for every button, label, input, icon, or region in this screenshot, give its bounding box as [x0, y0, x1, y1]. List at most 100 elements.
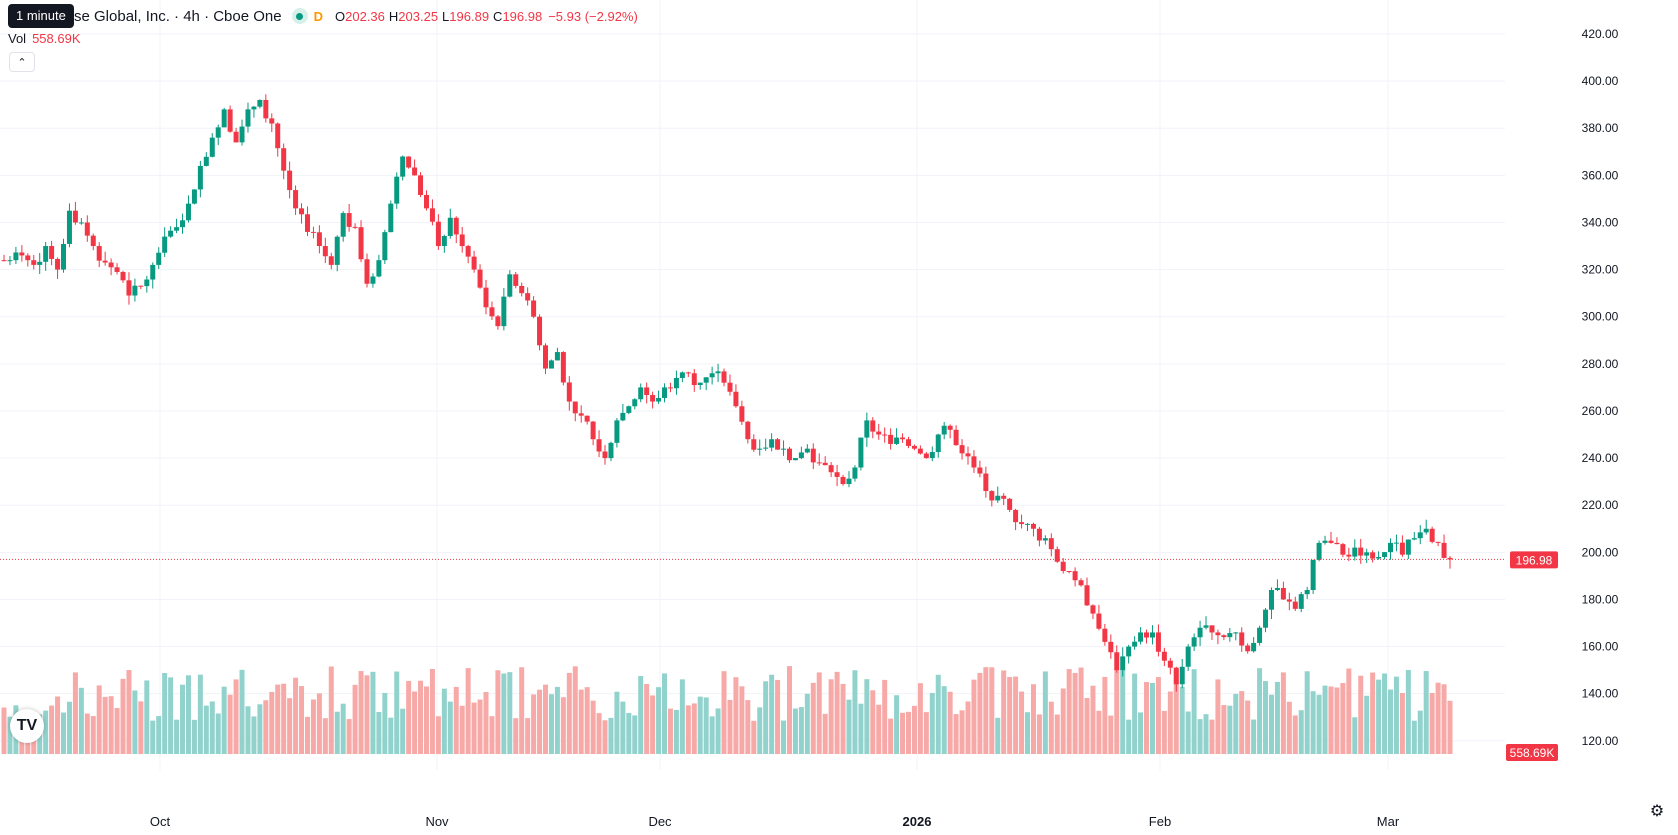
volume-bar [1132, 673, 1138, 754]
candle-body [995, 495, 1001, 501]
candle-body [1036, 528, 1042, 541]
candle-body [1132, 641, 1138, 647]
volume-bar [715, 708, 721, 754]
candle-body [1405, 539, 1411, 555]
candle-body [49, 246, 55, 259]
volume-bar [900, 712, 906, 754]
volume-bar [120, 678, 126, 754]
market-status-icon[interactable] [291, 8, 308, 24]
price-tick-label: 180.00 [1582, 592, 1619, 606]
volume-bar [358, 671, 364, 754]
volume-bar [1257, 668, 1263, 754]
gear-icon[interactable]: ⚙ [1649, 803, 1665, 820]
tradingview-logo[interactable]: TV [10, 709, 44, 743]
candle-body [483, 287, 489, 308]
candle-body [269, 118, 275, 124]
volume-bar [197, 674, 203, 754]
candle-body [429, 208, 435, 222]
candle-body [816, 462, 822, 464]
candle-body [275, 123, 281, 149]
price-tick-label: 400.00 [1582, 74, 1619, 88]
volume-bar [882, 679, 888, 754]
volume-bar [1298, 710, 1304, 754]
volume-bar [548, 694, 554, 754]
volume-bar [299, 686, 305, 754]
volume-bar [1304, 671, 1310, 754]
symbol-legend[interactable]: se Global, Inc. · 4h · Cboe One D O 202.3… [8, 6, 638, 26]
delayed-badge[interactable]: D [313, 8, 323, 24]
candle-body [352, 226, 358, 228]
volume-bar [1328, 686, 1334, 754]
candle-body [1292, 601, 1298, 609]
candle-body [61, 243, 67, 270]
grid-lines [0, 0, 1505, 770]
volume-bar [632, 715, 638, 754]
volume-bar [340, 703, 346, 754]
volume-bar [1245, 700, 1251, 754]
candle-body [1387, 542, 1393, 553]
volume-legend[interactable]: Vol 558.69K [8, 31, 81, 46]
time-axis[interactable]: Oct Nov Dec 2026 Feb Mar [150, 814, 1400, 829]
volume-bar [1025, 712, 1031, 754]
candle-body [7, 260, 13, 262]
volume-bar [108, 696, 114, 754]
volume-bar [287, 698, 293, 754]
volume-bar [310, 699, 316, 754]
volume-bar [72, 672, 78, 754]
volume-bar [84, 713, 90, 754]
candle-body [828, 465, 834, 473]
price-tick-label: 300.00 [1582, 310, 1619, 324]
candle-body [882, 434, 888, 436]
price-tag-bg [1510, 551, 1558, 569]
time-tick-label: Oct [150, 814, 171, 829]
volume-bar [453, 686, 459, 754]
volume-bar [1066, 669, 1072, 754]
volume-bar [1423, 671, 1429, 754]
volume-bar [281, 683, 287, 754]
volume-bar [168, 677, 174, 754]
volume-bar [203, 705, 209, 754]
candle-body [691, 373, 697, 386]
candle-body [894, 437, 900, 444]
low-value: 196.89 [449, 8, 490, 24]
candle-body [1328, 540, 1334, 543]
candle-body [370, 276, 376, 284]
volume-bar [983, 667, 989, 754]
volume-bar [1346, 668, 1352, 754]
candle-body [1364, 552, 1370, 556]
collapse-legend-button[interactable]: ⌃ [9, 52, 35, 72]
candle-body [626, 406, 632, 413]
candle-body [251, 106, 257, 110]
volume-bar [1161, 710, 1167, 754]
high-label: H [388, 8, 399, 24]
candle-body [1001, 495, 1007, 499]
volume-bar [733, 677, 739, 754]
candle-body [1274, 587, 1280, 591]
volume-bar [1120, 669, 1126, 754]
volume-bar [1417, 710, 1423, 754]
volume-bar [322, 718, 328, 754]
volume-bar [1429, 692, 1435, 754]
candle-body [685, 372, 691, 374]
volume-bar [185, 675, 191, 754]
volume-bar [798, 707, 804, 754]
volume-bar [78, 687, 84, 754]
candle-body [965, 453, 971, 457]
volume-bar [1441, 684, 1447, 754]
candle-body [221, 109, 227, 128]
candle-body [96, 246, 102, 261]
candle-body [935, 434, 941, 453]
volume-bar [1399, 692, 1405, 754]
price-axis[interactable]: 120.00 140.00 160.00 180.00 200.00 220.00 240.… [1582, 27, 1619, 748]
close-value: 196.98 [502, 8, 543, 24]
symbol-title[interactable]: se Global, Inc. · 4h · Cboe One [74, 7, 282, 25]
candle-body [1209, 625, 1215, 633]
candle-body [1304, 590, 1310, 595]
volume-bar [90, 716, 96, 754]
candle-body [590, 421, 596, 440]
price-tick-label: 420.00 [1582, 27, 1619, 41]
volume-bar [858, 703, 864, 754]
candle-body [703, 377, 709, 383]
volume-bar [180, 684, 186, 754]
